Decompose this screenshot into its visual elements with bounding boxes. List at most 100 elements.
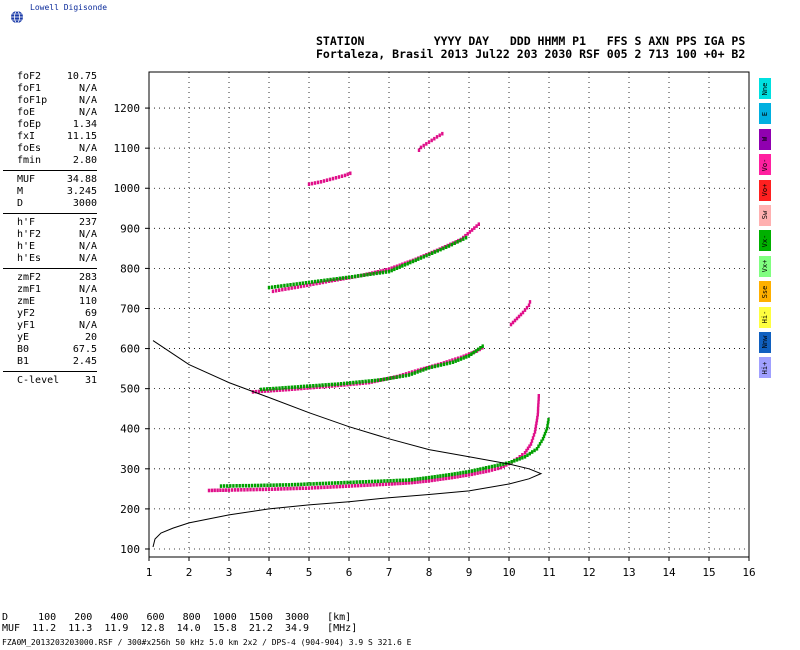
echo-point	[287, 286, 290, 291]
param-row: M 3.245	[3, 186, 97, 198]
echo-point	[396, 481, 399, 486]
echo-point	[457, 358, 460, 362]
muf-table: D 100 200 400 600 800 1000 1500 3000 [km…	[2, 612, 357, 634]
echo-point	[450, 242, 454, 247]
echo-point	[465, 355, 468, 359]
echo-point	[372, 272, 375, 276]
echo-point	[530, 439, 534, 443]
echo-point	[519, 312, 523, 317]
x-tick-label: 1	[146, 566, 153, 579]
echo-point	[335, 277, 338, 281]
echo-point	[338, 276, 341, 281]
echo-point	[417, 257, 420, 261]
echo-point	[287, 385, 290, 390]
echo-point	[518, 457, 521, 461]
echo-point	[410, 477, 414, 482]
echo-point	[536, 412, 539, 417]
y-tick-label: 400	[120, 423, 140, 436]
echo-point	[419, 145, 423, 150]
x-tick-label: 10	[502, 566, 515, 579]
echo-point	[547, 417, 550, 422]
echo-point	[407, 481, 411, 485]
echo-point	[387, 267, 391, 271]
echo-point	[470, 472, 474, 477]
echo-point	[464, 473, 468, 478]
param-row: foF1p N/A	[3, 95, 97, 107]
param-separator	[3, 268, 97, 269]
echo-point	[262, 387, 266, 391]
echo-point	[392, 478, 395, 483]
echo-point	[237, 488, 240, 492]
echo-point	[456, 474, 459, 479]
echo-point	[532, 433, 536, 437]
param-value: 237	[78, 217, 97, 228]
echo-point	[382, 268, 385, 273]
param-name: fmin	[17, 155, 42, 166]
echo-point	[327, 279, 331, 283]
echo-point	[266, 389, 270, 393]
echo-point	[333, 382, 336, 387]
echo-point	[536, 409, 540, 414]
echo-point	[493, 467, 497, 471]
echo-point	[410, 480, 414, 485]
echo-point	[445, 361, 449, 366]
echo-point	[472, 350, 475, 355]
echo-point	[331, 176, 335, 181]
echo-point	[442, 477, 445, 481]
param-row: fmin 2.80	[3, 155, 97, 167]
echo-point	[357, 483, 360, 488]
param-value: 31	[84, 375, 97, 386]
echo-point	[387, 482, 391, 486]
param-name: zmF1	[17, 284, 42, 295]
echo-point	[310, 486, 314, 490]
legend-item: Hi-	[759, 306, 771, 328]
y-tick-label: 200	[120, 503, 140, 516]
x-tick-label: 8	[426, 566, 433, 579]
echo-point	[390, 268, 393, 273]
echo-point	[250, 483, 254, 488]
echo-point	[381, 270, 384, 275]
y-tick-label: 100	[120, 543, 140, 556]
echo-point	[367, 479, 371, 484]
echo-point	[390, 266, 393, 270]
echo-point	[525, 448, 528, 453]
param-name: h'Es	[17, 253, 42, 264]
param-row: h'E N/A	[3, 241, 97, 253]
echo-point	[409, 260, 412, 265]
echo-point	[271, 289, 275, 294]
trace-4	[307, 171, 352, 186]
echo-point	[453, 241, 456, 245]
echo-point	[416, 480, 419, 484]
echo-point	[451, 358, 454, 362]
echo-point	[496, 466, 500, 471]
echo-point	[419, 479, 422, 484]
echo-point	[298, 486, 301, 491]
echo-point	[307, 182, 311, 186]
echo-point	[407, 371, 411, 375]
echo-point	[402, 481, 405, 485]
echo-point	[323, 485, 326, 490]
param-row: h'Es N/A	[3, 253, 97, 265]
echo-point	[335, 484, 338, 489]
echo-point	[430, 475, 434, 479]
echo-point	[410, 370, 414, 374]
param-row: B1 2.45	[3, 356, 97, 368]
echo-point	[275, 386, 278, 391]
echo-point	[361, 480, 364, 484]
x-tick-label: 7	[386, 566, 393, 579]
echo-point	[536, 415, 539, 420]
param-value: N/A	[78, 241, 97, 252]
legend-label: Vx-	[761, 234, 769, 248]
param-row: foE N/A	[3, 107, 97, 119]
echo-point	[327, 481, 331, 485]
muf-row: MUF 11.2 11.3 11.9 12.8 14.0 15.8 21.2 3…	[2, 623, 358, 634]
echo-point	[292, 486, 295, 491]
echo-point	[528, 451, 531, 456]
trace-2x	[259, 344, 484, 392]
echo-point	[475, 224, 478, 228]
echo-point	[284, 387, 288, 392]
echo-point	[354, 483, 357, 488]
echo-point	[459, 474, 462, 478]
echo-point	[290, 286, 293, 290]
echo-point	[404, 373, 408, 378]
